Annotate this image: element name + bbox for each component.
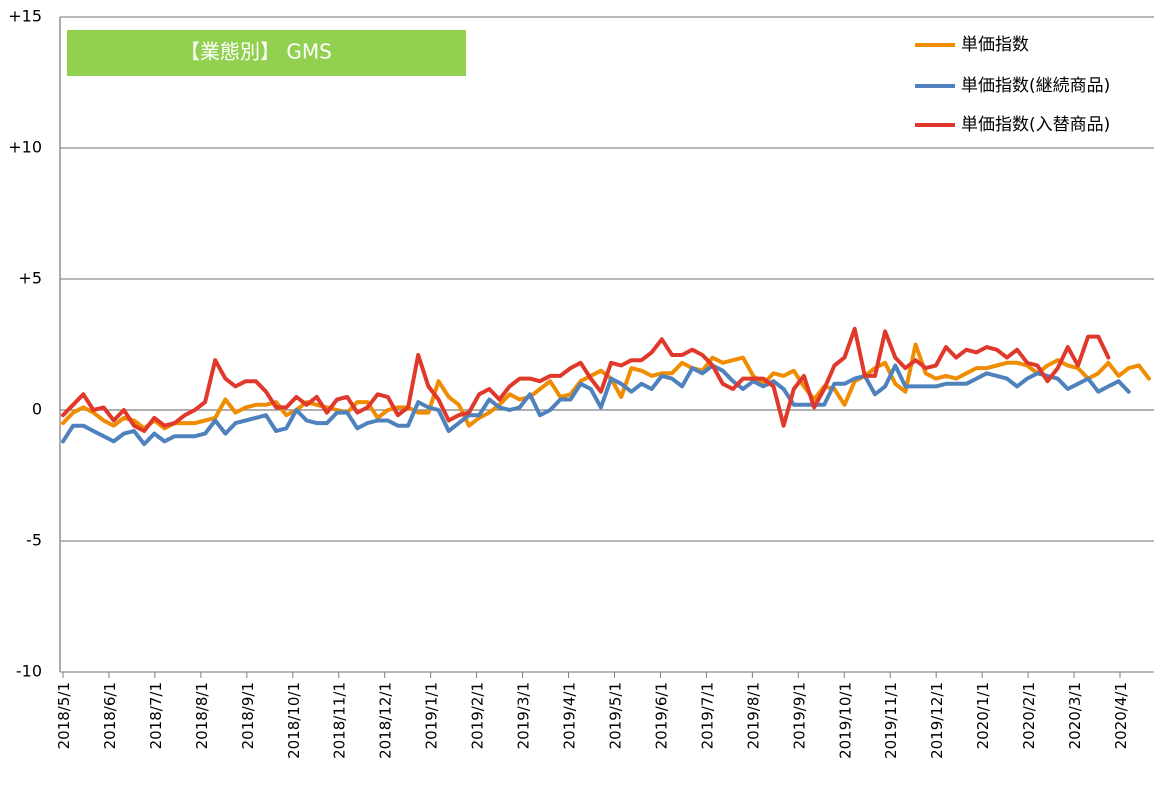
series-line-2	[61, 363, 1131, 447]
chart-title-box: 【業態別】 GMS	[67, 30, 466, 76]
x-tick-label: 2019/5/1	[606, 682, 624, 749]
y-tick-label: -5	[26, 531, 42, 550]
legend-label: 単価指数(入替商品)	[961, 115, 1110, 135]
series-line-3	[61, 326, 1111, 433]
x-tick-label: 2019/11/1	[882, 682, 900, 759]
x-tick-label: 2018/6/1	[101, 682, 119, 749]
x-tick-label: 2018/12/1	[377, 682, 395, 759]
x-tick-label: 2019/6/1	[652, 682, 670, 749]
x-tick-label: 2019/3/1	[515, 682, 533, 749]
y-tick-label: -10	[16, 662, 42, 681]
series-line-1	[61, 342, 1151, 431]
x-tick-label: 2018/11/1	[331, 682, 349, 759]
y-tick-label: +5	[18, 269, 42, 288]
x-axis-ticks: 2018/5/1 2018/6/1 2018/7/1 2018/8/1 2018/9/1…	[55, 672, 1130, 759]
y-tick-label: +15	[8, 7, 42, 26]
x-tick-label: 2020/3/1	[1066, 682, 1084, 749]
x-tick-label: 2019/9/1	[790, 682, 808, 749]
x-tick-label: 2020/1/1	[974, 682, 992, 749]
chart-title: 【業態別】 GMS	[180, 40, 332, 64]
x-tick-label: 2019/1/1	[423, 682, 441, 749]
x-tick-label: 2018/9/1	[239, 682, 257, 749]
chart-title-background	[67, 30, 466, 76]
x-tick-label: 2019/4/1	[561, 682, 579, 749]
legend-label: 単価指数(継続商品)	[961, 76, 1110, 96]
x-tick-label: 2018/5/1	[55, 682, 73, 749]
x-tick-label: 2019/7/1	[698, 682, 716, 749]
x-tick-label: 2019/8/1	[744, 682, 762, 749]
y-tick-label: 0	[32, 400, 42, 419]
series-lines	[61, 326, 1151, 447]
y-tick-label: +10	[8, 138, 42, 157]
x-tick-label: 2018/7/1	[147, 682, 165, 749]
x-tick-label: 2018/10/1	[285, 682, 303, 759]
y-axis-ticks: +15 +10 +5 0 -5 -10	[8, 7, 42, 681]
x-tick-label: 2019/10/1	[836, 682, 854, 759]
x-tick-label: 2019/2/1	[469, 682, 487, 749]
x-tick-label: 2019/12/1	[928, 682, 946, 759]
x-tick-label: 2020/2/1	[1020, 682, 1038, 749]
legend-label: 単価指数	[961, 35, 1029, 55]
x-tick-label: 2020/4/1	[1112, 682, 1130, 749]
x-tick-label: 2018/8/1	[193, 682, 211, 749]
